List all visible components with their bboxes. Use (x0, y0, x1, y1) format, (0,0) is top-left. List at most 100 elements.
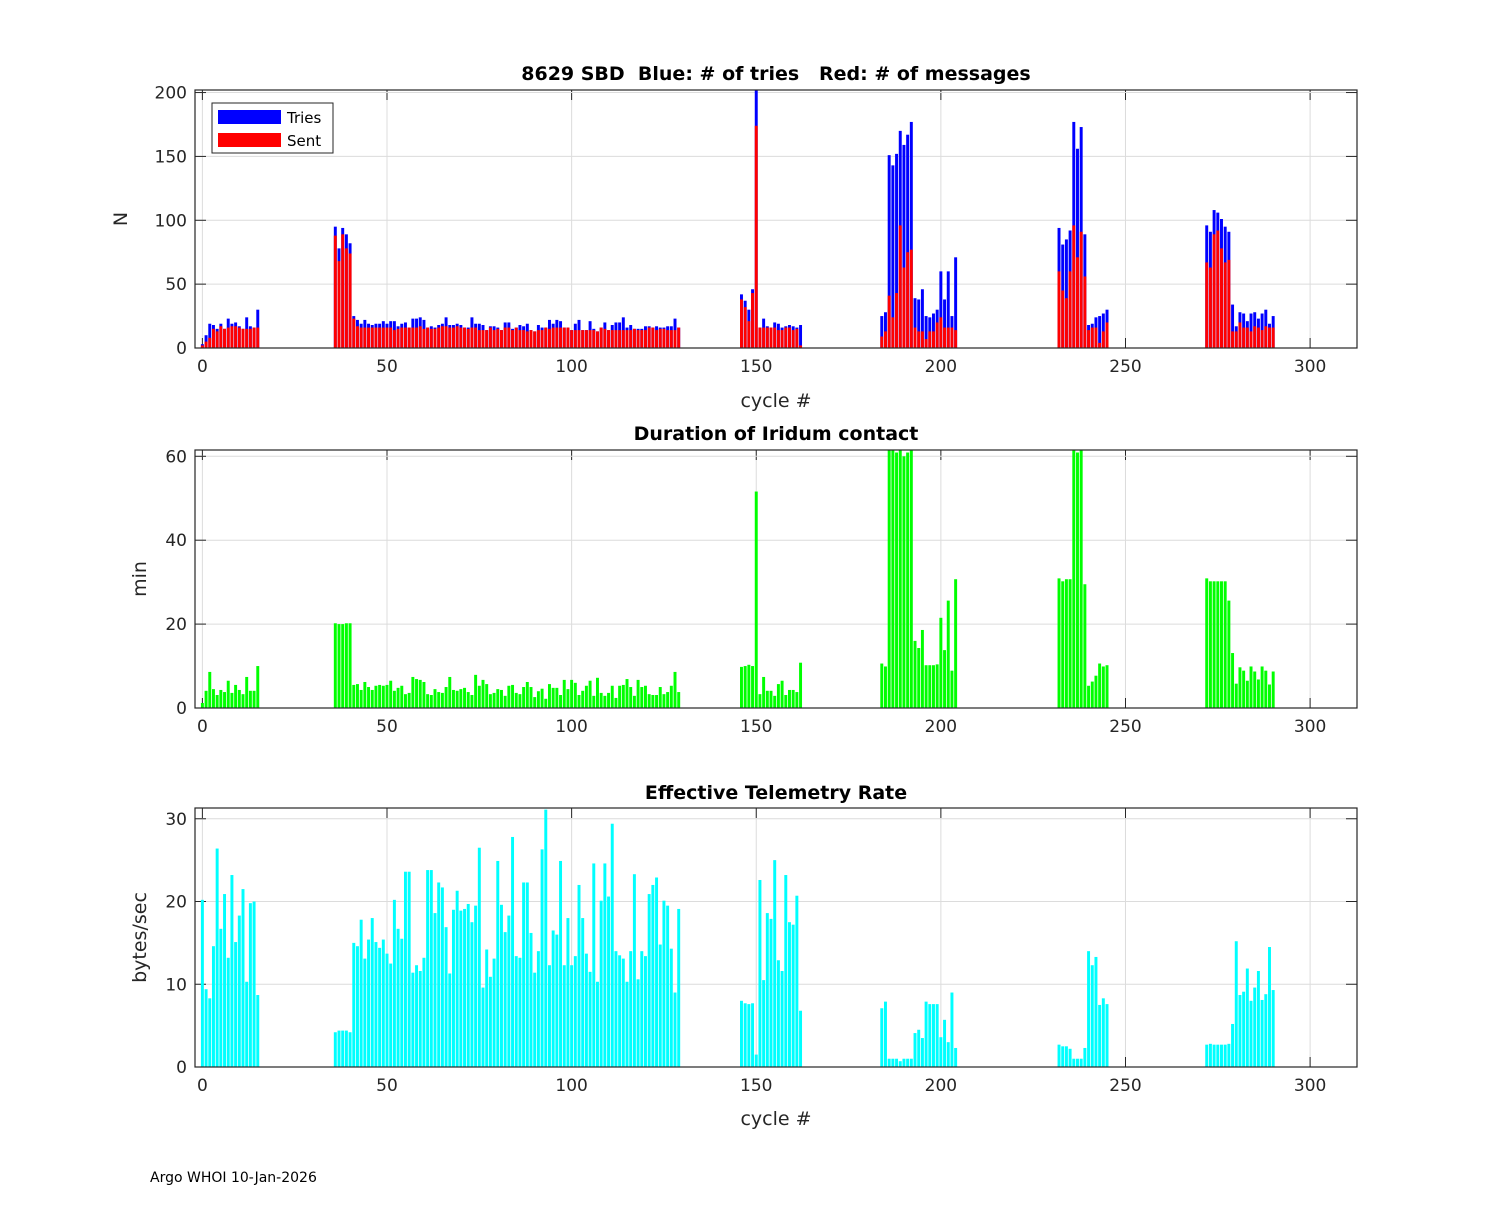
bar-rate-cycle-241 (1090, 965, 1094, 1067)
bar-rate-cycle-63 (433, 913, 437, 1067)
bar-rate-cycle-84 (511, 836, 515, 1067)
bar-rate-cycle-150 (754, 1054, 758, 1067)
bar-duration-cycle-49 (381, 685, 385, 708)
bar-duration-cycle-44 (363, 681, 367, 708)
x-axis-label: cycle # (740, 1108, 811, 1130)
bar-rate-cycle-88 (525, 882, 529, 1067)
bar-rate-cycle-239 (1083, 1047, 1087, 1067)
bar-sent-cycle-60 (422, 328, 426, 348)
bar-duration-cycle-234 (1064, 579, 1068, 708)
bar-rate-cycle-109 (603, 863, 607, 1067)
bar-sent-cycle-198 (932, 331, 935, 348)
bar-rate-cycle-14 (252, 901, 256, 1067)
x-tick-label: 0 (197, 357, 208, 377)
bar-sent-cycle-191 (906, 252, 910, 348)
bar-sent-cycle-117 (632, 328, 636, 348)
bar-duration-cycle-65 (440, 692, 444, 708)
bar-rate-cycle-185 (884, 1001, 887, 1067)
bar-duration-cycle-273 (1208, 581, 1212, 708)
bar-rate-cycle-232 (1057, 1044, 1061, 1067)
series-rate (200, 809, 1275, 1067)
y-tick-label: 0 (176, 699, 187, 719)
bar-rate-cycle-154 (769, 918, 773, 1067)
bar-rate-cycle-60 (422, 957, 426, 1067)
bar-rate-cycle-107 (595, 981, 599, 1067)
bar-duration-cycle-282 (1242, 670, 1246, 708)
bar-rate-cycle-127 (669, 948, 673, 1067)
bar-sent-cycle-59 (418, 326, 422, 348)
bar-rate-cycle-120 (643, 956, 647, 1067)
bar-sent-cycle-14 (252, 327, 256, 348)
bar-rate-cycle-116 (629, 951, 633, 1067)
bar-sent-cycle-52 (392, 330, 396, 348)
bar-duration-cycle-56 (407, 692, 411, 708)
bar-duration-cycle-125 (662, 694, 666, 708)
bar-duration-cycle-67 (448, 676, 452, 708)
bar-rate-cycle-156 (776, 960, 780, 1067)
bar-duration-cycle-47 (374, 685, 378, 708)
bar-duration-cycle-107 (595, 677, 599, 708)
bar-duration-cycle-113 (618, 685, 622, 708)
bar-sent-cycle-200 (939, 317, 943, 348)
bar-sent-cycle-49 (381, 327, 385, 348)
bar-rate-cycle-284 (1249, 1000, 1253, 1067)
x-tick-label: 200 (925, 1076, 957, 1096)
bar-sent-cycle-99 (566, 327, 570, 348)
bar-duration-cycle-239 (1083, 584, 1087, 708)
bar-duration-cycle-150 (754, 491, 758, 708)
bar-sent-cycle-98 (562, 327, 566, 348)
bar-duration-cycle-73 (470, 694, 474, 708)
bar-sent-cycle-94 (547, 328, 551, 348)
bar-rate-cycle-125 (662, 900, 666, 1067)
bar-rate-cycle-89 (529, 932, 533, 1067)
bar-rate-cycle-12 (245, 981, 249, 1067)
bar-sent-cycle-232 (1057, 271, 1061, 348)
bar-sent-cycle-201 (943, 327, 947, 348)
bar-sent-cycle-162 (799, 345, 803, 348)
bar-duration-cycle-158 (784, 694, 788, 708)
bar-duration-cycle-193 (913, 640, 917, 708)
bar-rate-cycle-161 (795, 895, 799, 1067)
bar-duration-cycle-98 (562, 679, 566, 708)
bar-sent-cycle-41 (352, 318, 356, 348)
legend-label-sent: Sent (287, 132, 321, 150)
bar-rate-cycle-149 (751, 1003, 755, 1067)
x-tick-label: 300 (1294, 717, 1326, 737)
bar-rate-cycle-289 (1268, 947, 1271, 1067)
bar-sent-cycle-73 (470, 327, 474, 348)
bar-sent-cycle-92 (540, 330, 544, 348)
bar-sent-cycle-44 (363, 327, 367, 348)
bar-duration-cycle-86 (518, 694, 522, 708)
bar-rate-cycle-113 (618, 955, 622, 1067)
bar-duration-cycle-115 (625, 679, 629, 708)
y-tick-label: 100 (155, 211, 187, 231)
bar-sent-cycle-160 (791, 330, 795, 348)
bar-sent-cycle-82 (503, 327, 507, 348)
bar-rate-cycle-96 (555, 934, 559, 1067)
bar-rate-cycle-90 (533, 972, 537, 1067)
bar-duration-cycle-244 (1101, 666, 1105, 708)
bar-duration-cycle-75 (477, 685, 481, 708)
bar-sent-cycle-194 (917, 331, 921, 348)
y-tick-label: 0 (176, 339, 187, 359)
bar-duration-cycle-15 (256, 666, 260, 708)
bar-sent-cycle-129 (677, 327, 681, 348)
bar-duration-cycle-197 (928, 665, 932, 708)
bar-sent-cycle-154 (769, 327, 773, 348)
bar-sent-cycle-88 (525, 331, 529, 348)
bar-sent-cycle-122 (651, 327, 655, 348)
bar-duration-cycle-148 (747, 664, 751, 708)
bar-rate-cycle-189 (898, 1061, 902, 1067)
bar-rate-cycle-56 (407, 871, 411, 1067)
bar-duration-cycle-151 (758, 694, 762, 708)
bar-rate-cycle-285 (1253, 987, 1257, 1067)
bar-sent-cycle-83 (507, 327, 511, 348)
bar-sent-cycle-111 (610, 330, 614, 348)
bar-duration-cycle-116 (629, 687, 633, 708)
bar-duration-cycle-189 (898, 450, 902, 708)
bar-sent-cycle-115 (625, 330, 629, 348)
bar-sent-cycle-103 (581, 330, 585, 348)
bar-duration-cycle-41 (352, 684, 356, 708)
legend-label-tries: Tries (286, 109, 322, 127)
bar-rate-cycle-44 (363, 958, 367, 1067)
